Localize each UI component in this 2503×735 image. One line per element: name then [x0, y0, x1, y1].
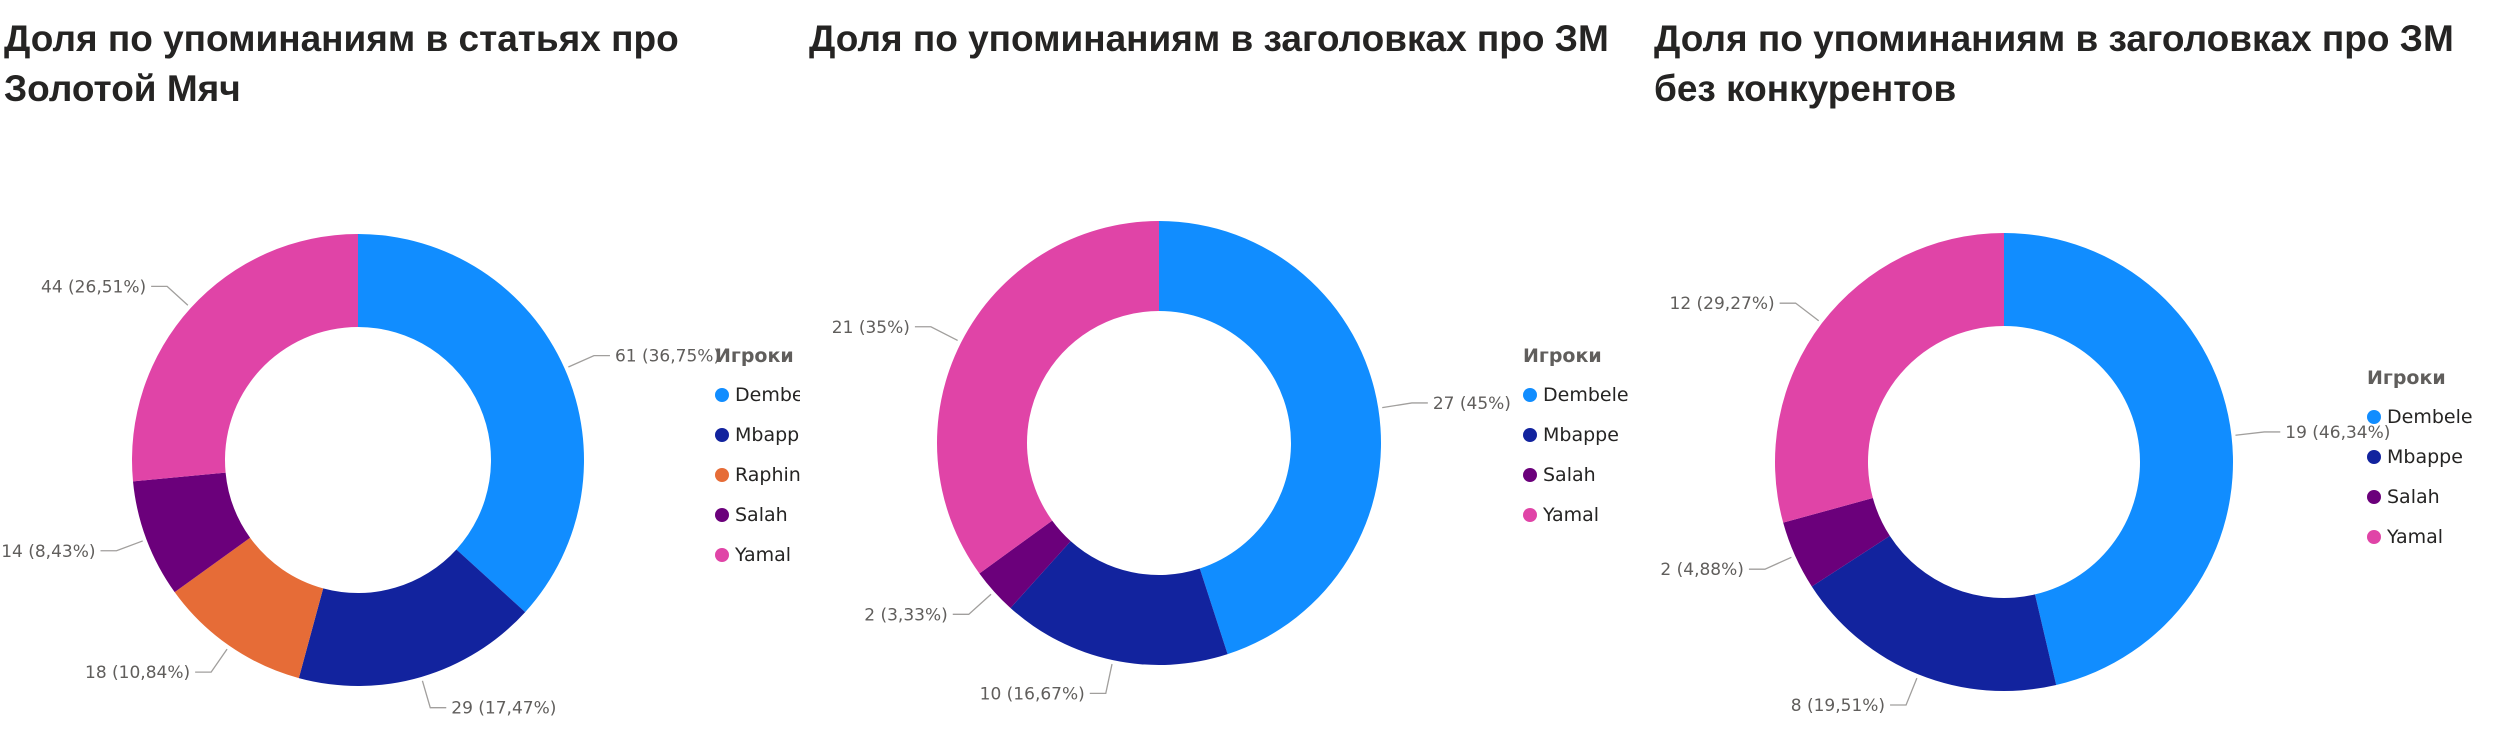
- data-label: 61 (36,75%): [615, 347, 720, 367]
- leader-line: [952, 593, 992, 615]
- legend-item-dembele[interactable]: Dembele: [1523, 375, 1648, 415]
- slice-salah[interactable]: [133, 472, 251, 593]
- legend-label: Dembele: [735, 384, 800, 406]
- data-label: 8 (19,51%): [1791, 696, 1885, 716]
- leader-line: [195, 648, 228, 673]
- leader-line: [1089, 663, 1113, 695]
- data-label: 18 (10,84%): [85, 663, 190, 683]
- data-label: 12 (29,27%): [1670, 294, 1775, 314]
- legend-title: Игроки: [715, 345, 794, 367]
- chart-title: Доля по упоминаниям в статьях про Золото…: [4, 18, 679, 109]
- data-label: 14 (8,43%): [1, 542, 95, 562]
- legend-item-dembele[interactable]: Dembele: [2367, 397, 2497, 437]
- leader-line: [1779, 302, 1820, 322]
- legend-title: Игроки: [2367, 367, 2446, 389]
- legend-label: Salah: [1543, 464, 1596, 486]
- legend-marker: [1523, 428, 1537, 442]
- donut-chart: 19 (46,34%) 8 (19,51%) 2 (4,88%) 12 (29,27%…: [1660, 233, 2390, 716]
- legend-list: Dembele Mbappe Salah Yamal: [1523, 375, 1648, 535]
- slice-yamal[interactable]: [132, 234, 358, 482]
- legend-marker: [715, 428, 729, 442]
- legend-label: Mbappe: [2387, 446, 2463, 468]
- legend-list: Dembele Mbappe Salah Yamal: [2367, 397, 2497, 557]
- legend-marker: [1523, 468, 1537, 482]
- legend-item-mbappe[interactable]: Mbappe: [2367, 437, 2497, 477]
- legend-marker: [2367, 410, 2381, 424]
- donut-chart: 61 (36,75%) 29 (17,47%) 18 (10,84%) 14 (8,4…: [1, 234, 720, 719]
- legend-marker: [715, 548, 729, 562]
- slice-raphinha[interactable]: [174, 537, 324, 679]
- leader-line: [100, 540, 143, 552]
- data-label: 27 (45%): [1433, 394, 1511, 414]
- chart-panel-headlines: Доля по упоминаниям в заголовках про ЗМ …: [805, 0, 1650, 735]
- leader-line: [421, 680, 447, 709]
- legend-item-raphinha[interactable]: Raphinha: [715, 455, 800, 495]
- data-label: 21 (35%): [832, 318, 910, 338]
- data-label: 44 (26,51%): [41, 277, 146, 297]
- leader-line: [568, 355, 610, 368]
- slice-dembele[interactable]: [1159, 221, 1381, 655]
- slice-yamal[interactable]: [937, 221, 1159, 574]
- chart-panel-headlines-no-competitors: Доля по упоминаниям в заголовках про ЗМ …: [1650, 0, 2503, 735]
- slice-dembele[interactable]: [2004, 233, 2233, 685]
- data-label: 2 (4,88%): [1660, 560, 1744, 580]
- leader-line: [151, 285, 189, 306]
- data-label: 19 (46,34%): [2285, 423, 2390, 443]
- legend: Игроки Dembele Mbappe Salah Yamal: [2367, 367, 2497, 557]
- slice-salah[interactable]: [979, 520, 1071, 608]
- legend-title: Игроки: [1523, 345, 1602, 367]
- slice-yamal[interactable]: [1775, 233, 2004, 523]
- legend-item-mbappe[interactable]: Mbappe: [1523, 415, 1648, 455]
- slice-dembele[interactable]: [358, 234, 584, 613]
- legend-marker: [2367, 490, 2381, 504]
- legend-item-salah[interactable]: Salah: [1523, 455, 1648, 495]
- legend-label: Yamal: [735, 544, 792, 566]
- leader-line: [1382, 402, 1428, 409]
- data-label: 29 (17,47%): [451, 699, 556, 719]
- legend-item-yamal[interactable]: Yamal: [2367, 517, 2497, 557]
- legend-marker: [1523, 388, 1537, 402]
- legend-item-yamal[interactable]: Yamal: [1523, 495, 1648, 535]
- legend-marker: [715, 468, 729, 482]
- slice-mbappe[interactable]: [1010, 541, 1228, 665]
- legend-marker: [715, 388, 729, 402]
- legend-label: Salah: [735, 504, 788, 526]
- legend-label: Mbappe: [1543, 424, 1619, 446]
- leader-line: [1890, 677, 1918, 706]
- chart-title: Доля по упоминаниям в заголовках про ЗМ: [809, 18, 1609, 59]
- chart-title: Доля по упоминаниям в заголовках про ЗМ …: [1654, 18, 2454, 109]
- donut-chart: 27 (45%) 10 (16,67%) 2 (3,33%) 21 (35%): [832, 221, 1511, 704]
- legend-label: Dembele: [1543, 384, 1629, 406]
- data-label: 10 (16,67%): [980, 684, 1085, 704]
- legend: Игроки Dembele Mbappe Salah Yamal: [1523, 345, 1648, 535]
- legend-marker: [1523, 508, 1537, 522]
- leader-line: [2235, 431, 2281, 436]
- slice-mbappe[interactable]: [298, 549, 526, 686]
- slice-salah[interactable]: [1783, 498, 1890, 587]
- data-label: 2 (3,33%): [864, 605, 948, 625]
- leader-line: [914, 326, 958, 341]
- legend-list: Dembele Mbappe Raphinha Salah Yamal: [715, 375, 800, 575]
- legend-label: Salah: [2387, 486, 2440, 508]
- legend-marker: [2367, 450, 2381, 464]
- legend: Игроки Dembele Mbappe Raphinha Salah Yamal: [715, 345, 800, 575]
- legend-marker: [715, 508, 729, 522]
- slice-mbappe[interactable]: [1811, 535, 2057, 692]
- legend-item-salah[interactable]: Salah: [2367, 477, 2497, 517]
- legend-item-salah[interactable]: Salah: [715, 495, 800, 535]
- legend-item-dembele[interactable]: Dembele: [715, 375, 800, 415]
- legend-item-mbappe[interactable]: Mbappe: [715, 415, 800, 455]
- legend-label: Yamal: [1543, 504, 1600, 526]
- legend-marker: [2367, 530, 2381, 544]
- legend-label: Dembele: [2387, 406, 2473, 428]
- legend-item-yamal[interactable]: Yamal: [715, 535, 800, 575]
- legend-label: Mbappe: [735, 424, 800, 446]
- leader-line: [1748, 556, 1792, 570]
- legend-label: Yamal: [2387, 526, 2444, 548]
- legend-label: Raphinha: [735, 464, 800, 486]
- chart-panel-articles: Доля по упоминаниям в статьях про Золото…: [0, 0, 805, 735]
